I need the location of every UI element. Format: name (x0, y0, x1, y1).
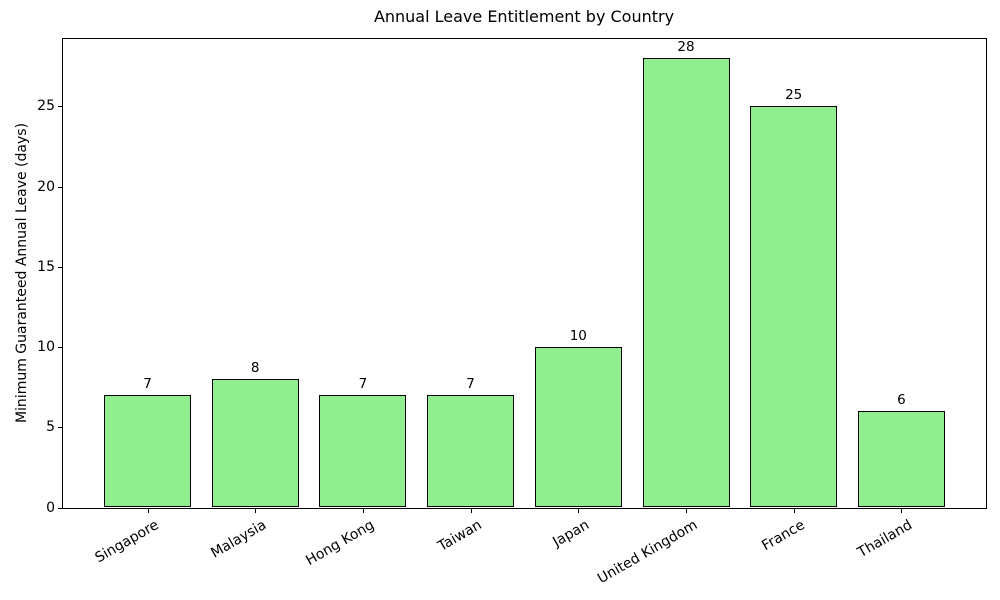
y-tick-label: 25 (37, 98, 55, 115)
x-tick-label: Thailand (855, 517, 916, 561)
bar-value-label: 28 (677, 39, 695, 55)
bar-value-label: 25 (785, 87, 803, 103)
x-tick-mark (793, 509, 795, 513)
bar-value-label: 7 (466, 376, 475, 392)
x-tick-label: Japan (550, 517, 593, 551)
bar-value-label: 7 (358, 376, 368, 392)
x-tick-label: France (759, 517, 808, 555)
y-tick-label: 10 (37, 339, 55, 356)
y-tick-label: 20 (37, 178, 55, 195)
bar-value-label: 8 (250, 360, 260, 376)
y-tick-mark (58, 266, 62, 268)
chart-title: Annual Leave Entitlement by Country (373, 7, 675, 26)
y-tick-mark (58, 507, 62, 509)
y-tick-label: 15 (37, 258, 55, 275)
x-tick-mark (470, 509, 472, 513)
y-tick-label: 5 (46, 419, 55, 436)
x-tick-mark (686, 509, 687, 513)
x-tick-label: United Kingdom (594, 517, 700, 588)
bar (642, 58, 730, 507)
x-tick-label: Malaysia (208, 517, 270, 562)
bar-value-label: 7 (143, 376, 152, 392)
y-tick-mark (58, 106, 62, 108)
bar (104, 395, 191, 507)
bar (750, 106, 838, 507)
bar-value-label: 6 (897, 392, 906, 408)
plot-area (62, 38, 987, 509)
bar (319, 395, 407, 507)
bar (427, 395, 515, 507)
y-tick-mark (58, 186, 62, 188)
y-tick-label: 0 (46, 499, 55, 516)
bar (857, 411, 945, 507)
bar (211, 379, 299, 507)
x-tick-mark (901, 509, 903, 513)
bar-value-label: 10 (569, 328, 587, 344)
x-tick-label: Singapore (92, 517, 162, 567)
x-tick-mark (255, 509, 257, 513)
bar (534, 347, 622, 507)
x-tick-mark (147, 509, 149, 513)
y-tick-mark (58, 427, 62, 429)
y-tick-mark (58, 347, 62, 349)
x-tick-mark (362, 509, 364, 513)
x-tick-label: Taiwan (435, 517, 485, 555)
x-tick-label: Hong Kong (302, 517, 377, 569)
x-tick-mark (578, 509, 580, 513)
